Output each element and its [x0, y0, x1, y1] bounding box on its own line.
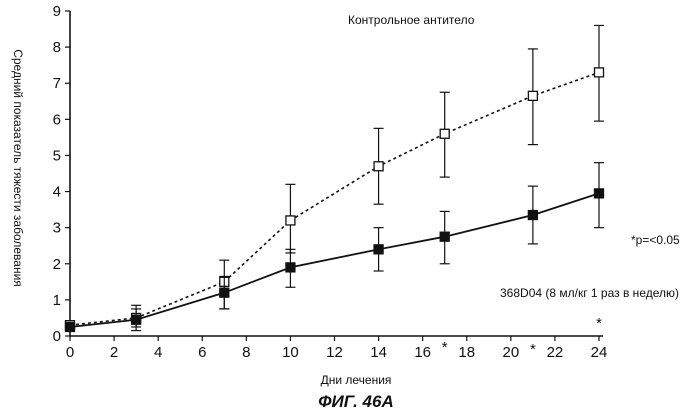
- x-tick-label: 4: [154, 344, 162, 361]
- series-control-antibody: [64, 24, 605, 332]
- x-tick-label: 0: [66, 344, 74, 361]
- y-tick-label: 6: [53, 111, 61, 128]
- x-axis-label: Дни лечения: [321, 373, 392, 387]
- y-axis-label: Средний показатель тяжести заболевания: [11, 49, 25, 287]
- y-tick-label: 7: [53, 75, 61, 92]
- control-point: [439, 128, 450, 139]
- x-tick-label: 14: [370, 344, 387, 361]
- series-label-control: Контрольное антитело: [348, 13, 475, 27]
- axes: [69, 11, 603, 337]
- treated-point: [219, 287, 230, 298]
- x-tick-label: 12: [326, 344, 343, 361]
- control-point: [527, 90, 539, 102]
- x-tick-label: 18: [458, 344, 475, 361]
- treated-point: [439, 231, 450, 242]
- treated-point: [130, 314, 142, 325]
- treated-line: [69, 192, 600, 328]
- significance-note: *p=<0.05: [631, 233, 680, 247]
- significance-markers: * * *: [442, 315, 602, 358]
- y-tick-label: 1: [53, 292, 61, 309]
- treated-point: [373, 244, 384, 255]
- y-tick-label: 5: [53, 147, 61, 164]
- x-tick-label: 6: [198, 344, 206, 361]
- treated-point: [527, 209, 539, 221]
- significance-asterisk: *: [530, 341, 536, 358]
- significance-asterisk: *: [596, 315, 602, 332]
- x-tick-label: 16: [414, 344, 431, 361]
- x-tick-label: 22: [547, 344, 564, 361]
- y-tick-label: 9: [53, 3, 61, 20]
- series-368d04: [64, 162, 605, 333]
- control-point: [593, 67, 605, 78]
- control-point: [285, 215, 296, 226]
- x-tick-label: 24: [591, 344, 608, 361]
- treated-point: [64, 321, 76, 333]
- y-tick-label: 3: [53, 220, 61, 237]
- y-tick-label: 8: [53, 39, 61, 56]
- y-tick-label: 2: [53, 256, 61, 273]
- y-tick-label: 0: [53, 328, 61, 345]
- series-label-treated: 368D04 (8 мл/кг 1 раз в неделю): [500, 286, 679, 300]
- x-tick-label: 8: [242, 344, 250, 361]
- figure-caption: ФИГ. 46А: [318, 392, 394, 411]
- x-tick-label: 20: [502, 344, 519, 361]
- treated-point: [593, 188, 605, 199]
- treated-point: [285, 262, 296, 273]
- significance-asterisk: *: [442, 339, 448, 356]
- x-tick-label: 10: [282, 344, 299, 361]
- x-tick-label: 2: [110, 344, 118, 361]
- control-point: [373, 161, 384, 172]
- y-tick-label: 4: [53, 184, 61, 201]
